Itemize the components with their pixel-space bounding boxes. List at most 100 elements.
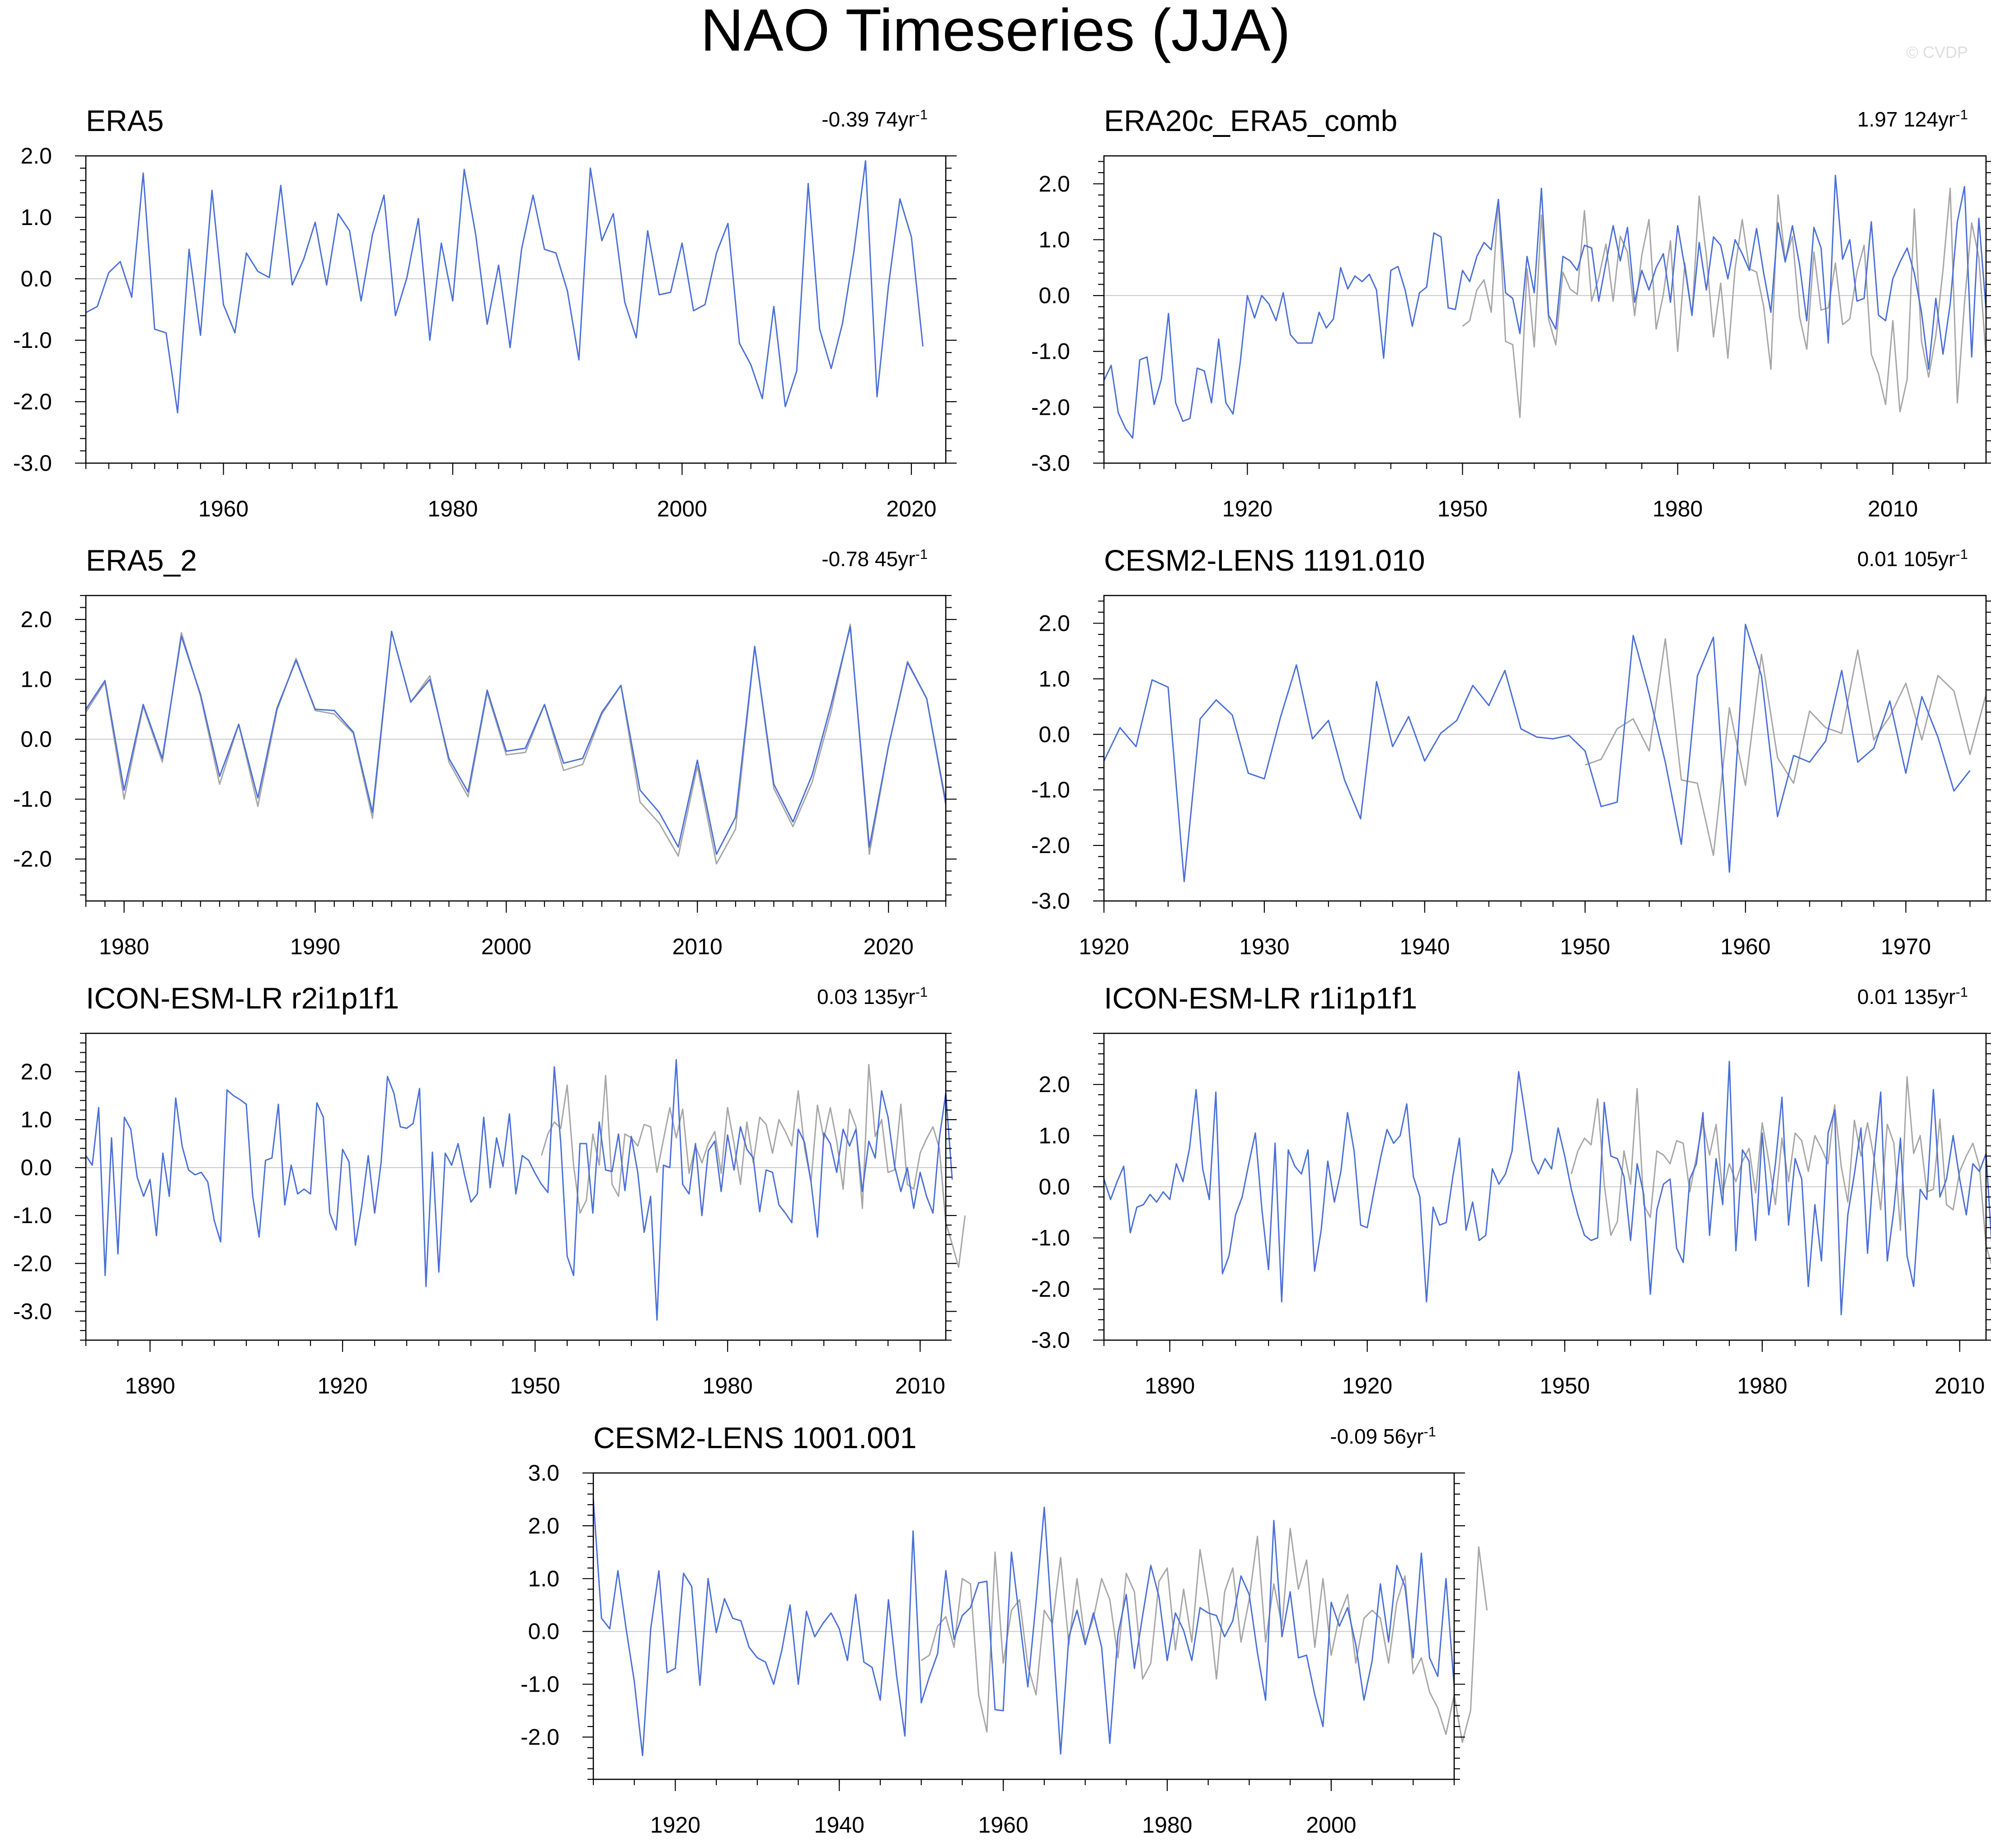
trend-exponent: -1 xyxy=(1423,1424,1436,1440)
y-tick-label: 0.0 xyxy=(20,1155,52,1180)
y-tick-label: 2.0 xyxy=(1038,171,1070,197)
y-tick-label: -2.0 xyxy=(13,389,52,414)
trend-value: -0.09 56yr xyxy=(1330,1425,1423,1448)
y-tick-label: 1.0 xyxy=(1038,666,1070,691)
x-tick-label: 2010 xyxy=(1935,1373,1985,1398)
trend-value: 0.01 105yr xyxy=(1857,547,1955,571)
y-tick-label: 1.0 xyxy=(528,1566,559,1591)
trend-exponent: -1 xyxy=(1955,546,1968,562)
y-tick-label: 2.0 xyxy=(1038,1072,1070,1097)
y-tick-label: 0.0 xyxy=(1038,283,1070,308)
series-reference xyxy=(1585,638,1987,856)
x-tick-label: 1980 xyxy=(1737,1373,1787,1398)
series-main xyxy=(85,1059,953,1321)
plot-frame xyxy=(1103,595,1987,902)
trend-label: -0.09 56yr-1 xyxy=(1330,1424,1436,1448)
x-tick-label: 1930 xyxy=(1239,934,1289,959)
x-tick-label: 1980 xyxy=(99,934,149,959)
y-tick-label: -2.0 xyxy=(13,1251,52,1276)
x-tick-label: 2010 xyxy=(672,934,723,959)
panel-title: ERA20c_ERA5_comb xyxy=(1104,104,1397,137)
y-tick-label: 2.0 xyxy=(1038,610,1070,636)
panel-6: ICON-ESM-LR r1i1p1f1 0.01 135yr-1 -3.0 -2.0… xyxy=(1031,981,1991,1398)
trend-exponent: -1 xyxy=(1955,984,1968,1000)
y-tick-label: -1.0 xyxy=(13,328,52,353)
y-tick-label: 2.0 xyxy=(20,607,52,632)
panel-7: CESM2-LENS 1001.001 -0.09 56yr-1 -2.0 -1.0 0… xyxy=(521,1421,1488,1838)
trend-value: 1.97 124yr xyxy=(1857,108,1955,131)
panel-title: ERA5_2 xyxy=(86,544,197,577)
x-tick-label: 2000 xyxy=(1306,1812,1356,1838)
series-main xyxy=(85,160,924,413)
panel-1: ERA5 -0.39 74yr-1 -3.0 -2.0 -1.0 0.0 1.0 2.0 196… xyxy=(13,104,957,521)
y-tick-label: -2.0 xyxy=(1031,394,1070,420)
trend-exponent: -1 xyxy=(915,546,928,562)
panel-title: CESM2-LENS 1001.001 xyxy=(593,1421,916,1454)
y-tick-label: 0.0 xyxy=(1038,1174,1070,1200)
panel-grid: ERA5 -0.39 74yr-1-3.0-2.0-1.00.01.02.0196… xyxy=(13,104,1991,1838)
x-tick-label: 2000 xyxy=(657,496,707,521)
x-tick-label: 1950 xyxy=(1437,496,1488,521)
x-tick-label: 1920 xyxy=(650,1812,700,1838)
trend-label: 0.01 105yr-1 xyxy=(1857,546,1968,571)
x-tick-label: 1920 xyxy=(1342,1373,1392,1398)
y-tick-label: -3.0 xyxy=(1031,1327,1070,1353)
plot-frame xyxy=(85,155,947,464)
y-tick-label: 0.0 xyxy=(1038,722,1070,747)
x-tick-label: 1890 xyxy=(1145,1373,1195,1398)
y-tick-label: 2.0 xyxy=(20,143,52,169)
y-tick-label: 3.0 xyxy=(528,1460,559,1486)
panel-4: CESM2-LENS 1191.010 0.01 105yr-1 -3.0 -2.0 -… xyxy=(1031,544,1991,959)
trend-label: 1.97 124yr-1 xyxy=(1857,107,1968,131)
series-reference xyxy=(85,624,947,865)
x-tick-label: 1920 xyxy=(1222,496,1273,521)
x-tick-label: 2010 xyxy=(895,1373,945,1398)
x-tick-label: 2000 xyxy=(481,934,531,959)
trend-value: -0.39 74yr xyxy=(822,108,915,131)
trend-exponent: -1 xyxy=(1955,107,1968,122)
x-tick-label: 1980 xyxy=(1142,1812,1192,1838)
plot-frame xyxy=(592,1472,1455,1780)
x-tick-label: 1970 xyxy=(1881,934,1931,959)
x-tick-label: 1950 xyxy=(1560,934,1610,959)
y-tick-label: -3.0 xyxy=(1031,888,1070,914)
y-tick-label: -1.0 xyxy=(1031,1225,1070,1251)
y-tick-label: 0.0 xyxy=(20,727,52,752)
y-tick-label: -1.0 xyxy=(13,1203,52,1228)
panel-title: ICON-ESM-LR r2i1p1f1 xyxy=(86,981,399,1015)
trend-value: -0.78 45yr xyxy=(822,547,915,571)
x-tick-label: 1940 xyxy=(814,1812,864,1838)
x-tick-label: 1920 xyxy=(317,1373,367,1398)
trend-exponent: -1 xyxy=(915,984,928,1000)
y-tick-label: -3.0 xyxy=(13,450,52,476)
series-main xyxy=(1103,174,1987,439)
plot-frame xyxy=(85,595,947,902)
x-tick-label: 1940 xyxy=(1399,934,1450,959)
series-reference xyxy=(1462,188,1987,418)
x-tick-label: 1920 xyxy=(1079,934,1129,959)
panel-title: CESM2-LENS 1191.010 xyxy=(1104,544,1425,577)
x-tick-label: 2020 xyxy=(886,496,936,521)
trend-label: 0.01 135yr-1 xyxy=(1857,984,1968,1008)
y-tick-label: -3.0 xyxy=(13,1299,52,1324)
x-tick-label: 1950 xyxy=(1540,1373,1590,1398)
y-tick-label: -1.0 xyxy=(13,787,52,812)
x-tick-label: 1980 xyxy=(427,496,478,521)
y-tick-label: 2.0 xyxy=(528,1513,559,1538)
x-tick-label: 1960 xyxy=(1720,934,1770,959)
trend-value: 0.03 135yr xyxy=(817,985,915,1008)
y-tick-label: 2.0 xyxy=(20,1059,52,1084)
plot-frame xyxy=(1103,155,1987,464)
y-tick-label: -1.0 xyxy=(521,1672,559,1697)
trend-label: -0.78 45yr-1 xyxy=(822,546,928,571)
figure-title: NAO Timeseries (JJA) xyxy=(700,0,1291,63)
y-tick-label: 1.0 xyxy=(20,667,52,692)
series-main xyxy=(1103,624,1971,882)
trend-label: 0.03 135yr-1 xyxy=(817,984,928,1008)
x-tick-label: 1950 xyxy=(510,1373,560,1398)
y-tick-label: -2.0 xyxy=(1031,833,1070,858)
y-tick-label: -1.0 xyxy=(1031,777,1070,802)
x-tick-label: 2010 xyxy=(1868,496,1918,521)
panel-2: ERA20c_ERA5_comb 1.97 124yr-1 -3.0 -2.0 -1.0… xyxy=(1031,104,1991,521)
